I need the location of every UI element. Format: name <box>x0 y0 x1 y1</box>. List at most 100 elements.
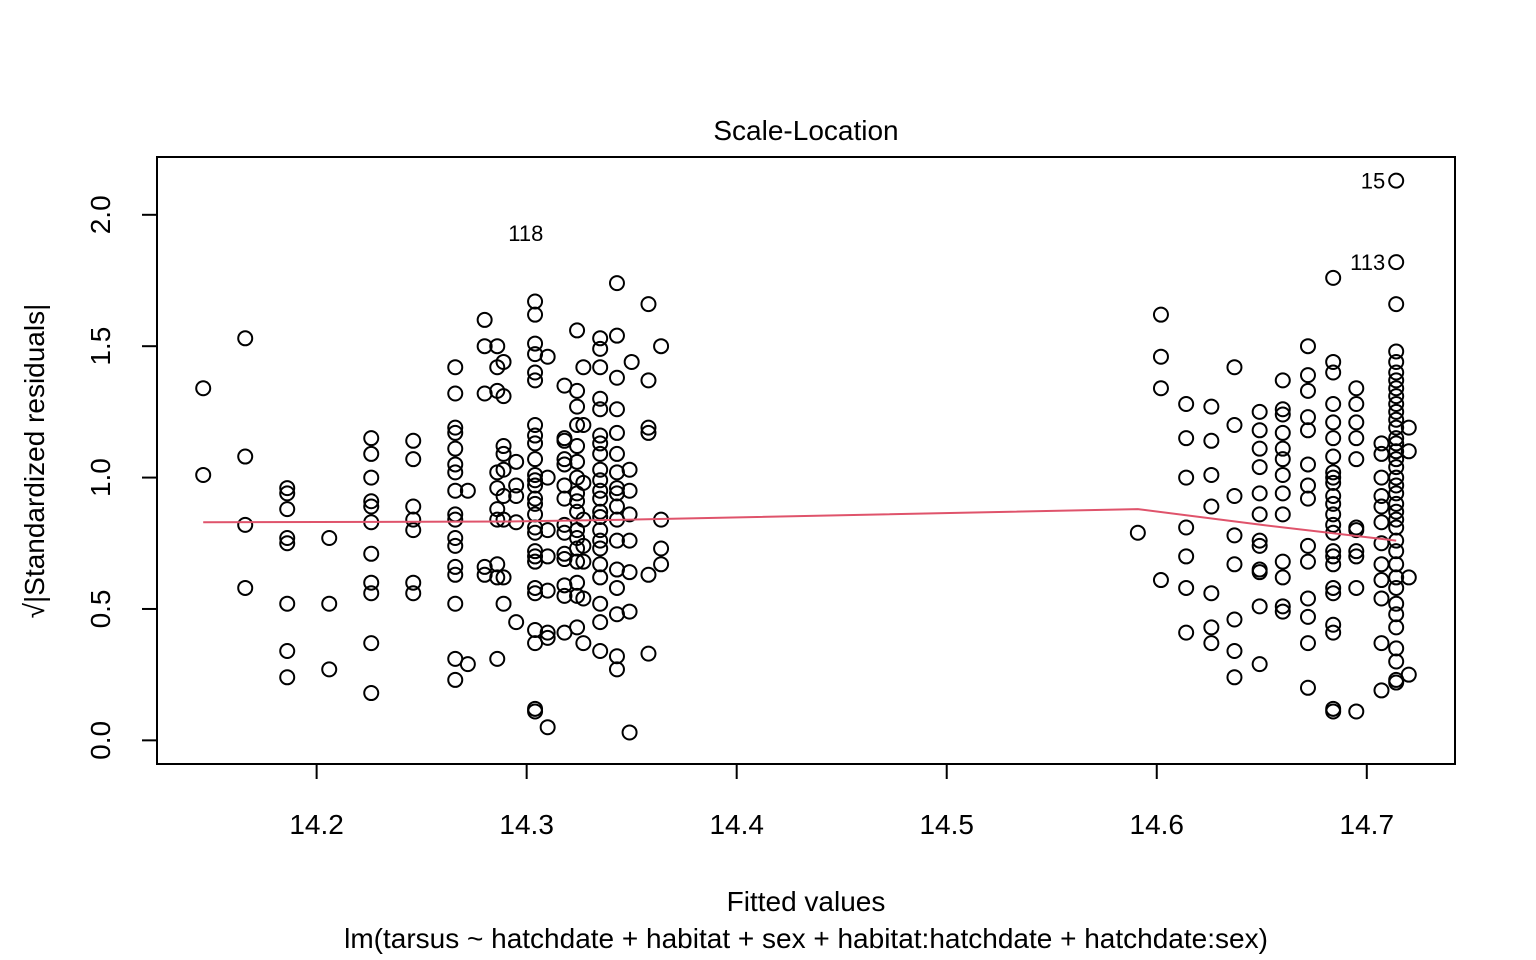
data-point <box>1400 666 1417 683</box>
data-point <box>527 364 544 381</box>
data-point <box>592 503 609 520</box>
data-point <box>1388 543 1405 560</box>
data-point <box>539 469 556 486</box>
data-point <box>1373 487 1390 504</box>
points-layer <box>195 172 1417 741</box>
data-point <box>447 440 464 457</box>
x-axis: 14.2 14.3 14.4 14.5 14.6 14.7 <box>289 763 1394 840</box>
data-point <box>1388 569 1405 586</box>
point-label: 15 <box>1361 169 1385 194</box>
data-point <box>495 388 512 405</box>
data-point <box>1274 506 1291 523</box>
data-point <box>1178 624 1195 641</box>
data-point <box>1251 440 1268 457</box>
data-point <box>1388 388 1405 405</box>
data-point <box>363 635 380 652</box>
data-point <box>1348 543 1365 560</box>
data-point <box>1251 459 1268 476</box>
data-point <box>1388 451 1405 468</box>
data-point <box>640 566 657 583</box>
data-point <box>539 719 556 736</box>
x-tick-label: 14.3 <box>499 809 554 840</box>
data-point <box>1400 569 1417 586</box>
data-point <box>1178 579 1195 596</box>
data-point <box>1226 527 1243 544</box>
data-point <box>1251 656 1268 673</box>
data-point <box>608 579 625 596</box>
data-point <box>1299 409 1316 426</box>
data-point <box>363 545 380 562</box>
data-point <box>489 569 506 586</box>
data-point <box>1152 572 1169 589</box>
data-point <box>1299 338 1316 355</box>
data-point <box>1348 548 1365 565</box>
data-point <box>1251 485 1268 502</box>
data-point <box>1388 372 1405 389</box>
data-point <box>321 595 338 612</box>
data-point <box>592 569 609 586</box>
data-point <box>621 532 638 549</box>
data-point <box>363 493 380 510</box>
data-point <box>1325 506 1342 523</box>
data-point <box>1226 359 1243 376</box>
data-point <box>279 595 296 612</box>
x-axis-label: Fitted values <box>727 886 886 917</box>
data-point <box>1178 469 1195 486</box>
data-point <box>640 419 657 436</box>
data-point <box>575 590 592 607</box>
y-axis: 0.0 0.5 1.0 1.5 2.0 <box>85 195 158 760</box>
data-point <box>569 417 586 434</box>
data-point <box>1348 703 1365 720</box>
data-point <box>569 493 586 510</box>
data-point <box>1388 619 1405 636</box>
data-point <box>608 275 625 292</box>
data-point <box>1373 535 1390 552</box>
data-point <box>1373 498 1390 515</box>
data-point <box>1178 519 1195 536</box>
data-point <box>1388 495 1405 512</box>
data-point <box>527 372 544 389</box>
data-point <box>508 487 525 504</box>
data-point <box>608 401 625 418</box>
data-point <box>1152 380 1169 397</box>
data-point <box>592 340 609 357</box>
data-point <box>405 511 422 528</box>
data-point <box>1274 603 1291 620</box>
data-point <box>1373 556 1390 573</box>
data-point <box>1373 572 1390 589</box>
data-point <box>1325 585 1342 602</box>
data-point <box>1274 372 1291 389</box>
data-point <box>592 435 609 452</box>
data-point <box>592 482 609 499</box>
data-point <box>495 569 512 586</box>
data-point <box>608 606 625 623</box>
data-point <box>1388 469 1405 486</box>
x-tick-label: 14.6 <box>1130 809 1185 840</box>
data-point <box>592 401 609 418</box>
data-point <box>1348 451 1365 468</box>
data-point <box>527 435 544 452</box>
data-point <box>608 648 625 665</box>
data-point <box>527 703 544 720</box>
data-point <box>1299 456 1316 473</box>
data-point <box>279 530 296 547</box>
data-point <box>447 530 464 547</box>
data-point <box>1325 396 1342 413</box>
data-point <box>1388 640 1405 657</box>
data-point <box>1299 422 1316 439</box>
data-point <box>1348 380 1365 397</box>
smooth-line <box>203 508 1397 542</box>
data-point <box>1251 422 1268 439</box>
data-point <box>1226 611 1243 628</box>
data-point <box>363 498 380 515</box>
data-point <box>592 330 609 347</box>
data-point <box>621 506 638 523</box>
data-point <box>476 338 493 355</box>
data-point <box>1373 469 1390 486</box>
data-point <box>1388 485 1405 502</box>
data-point <box>1251 403 1268 420</box>
chart-title: Scale-Location <box>713 115 898 146</box>
data-point <box>1299 608 1316 625</box>
point-label: 118 <box>508 221 543 246</box>
